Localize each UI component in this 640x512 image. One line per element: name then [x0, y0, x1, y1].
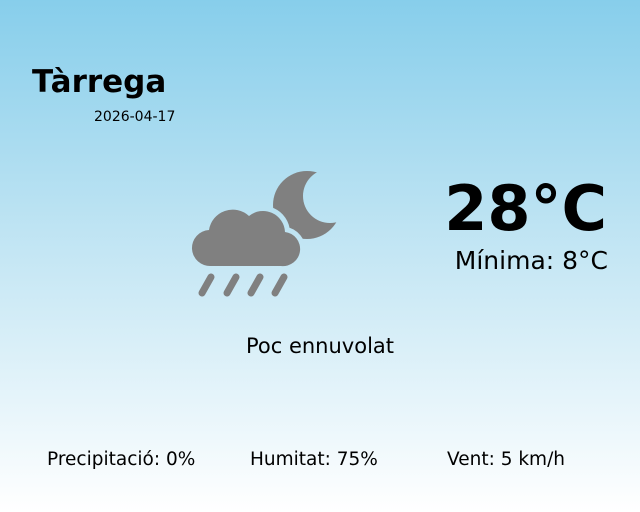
weather-condition: Poc ennuvolat	[245, 334, 395, 358]
minimum-temperature: Mínima: 8°C	[454, 246, 608, 275]
city-name: Tàrrega	[32, 64, 167, 100]
rain-drops	[198, 273, 288, 297]
precipitation-stat: Precipitació: 0%	[47, 449, 196, 470]
cloud-moon-rain-icon	[191, 171, 341, 297]
humidity-stat: Humitat: 75%	[250, 449, 378, 470]
forecast-date: 2026-04-17	[94, 109, 176, 125]
moon-shape	[273, 171, 341, 239]
current-temperature: 28°C	[444, 172, 607, 245]
wind-stat: Vent: 5 km/h	[447, 449, 566, 470]
cloud-shape	[191, 209, 301, 267]
